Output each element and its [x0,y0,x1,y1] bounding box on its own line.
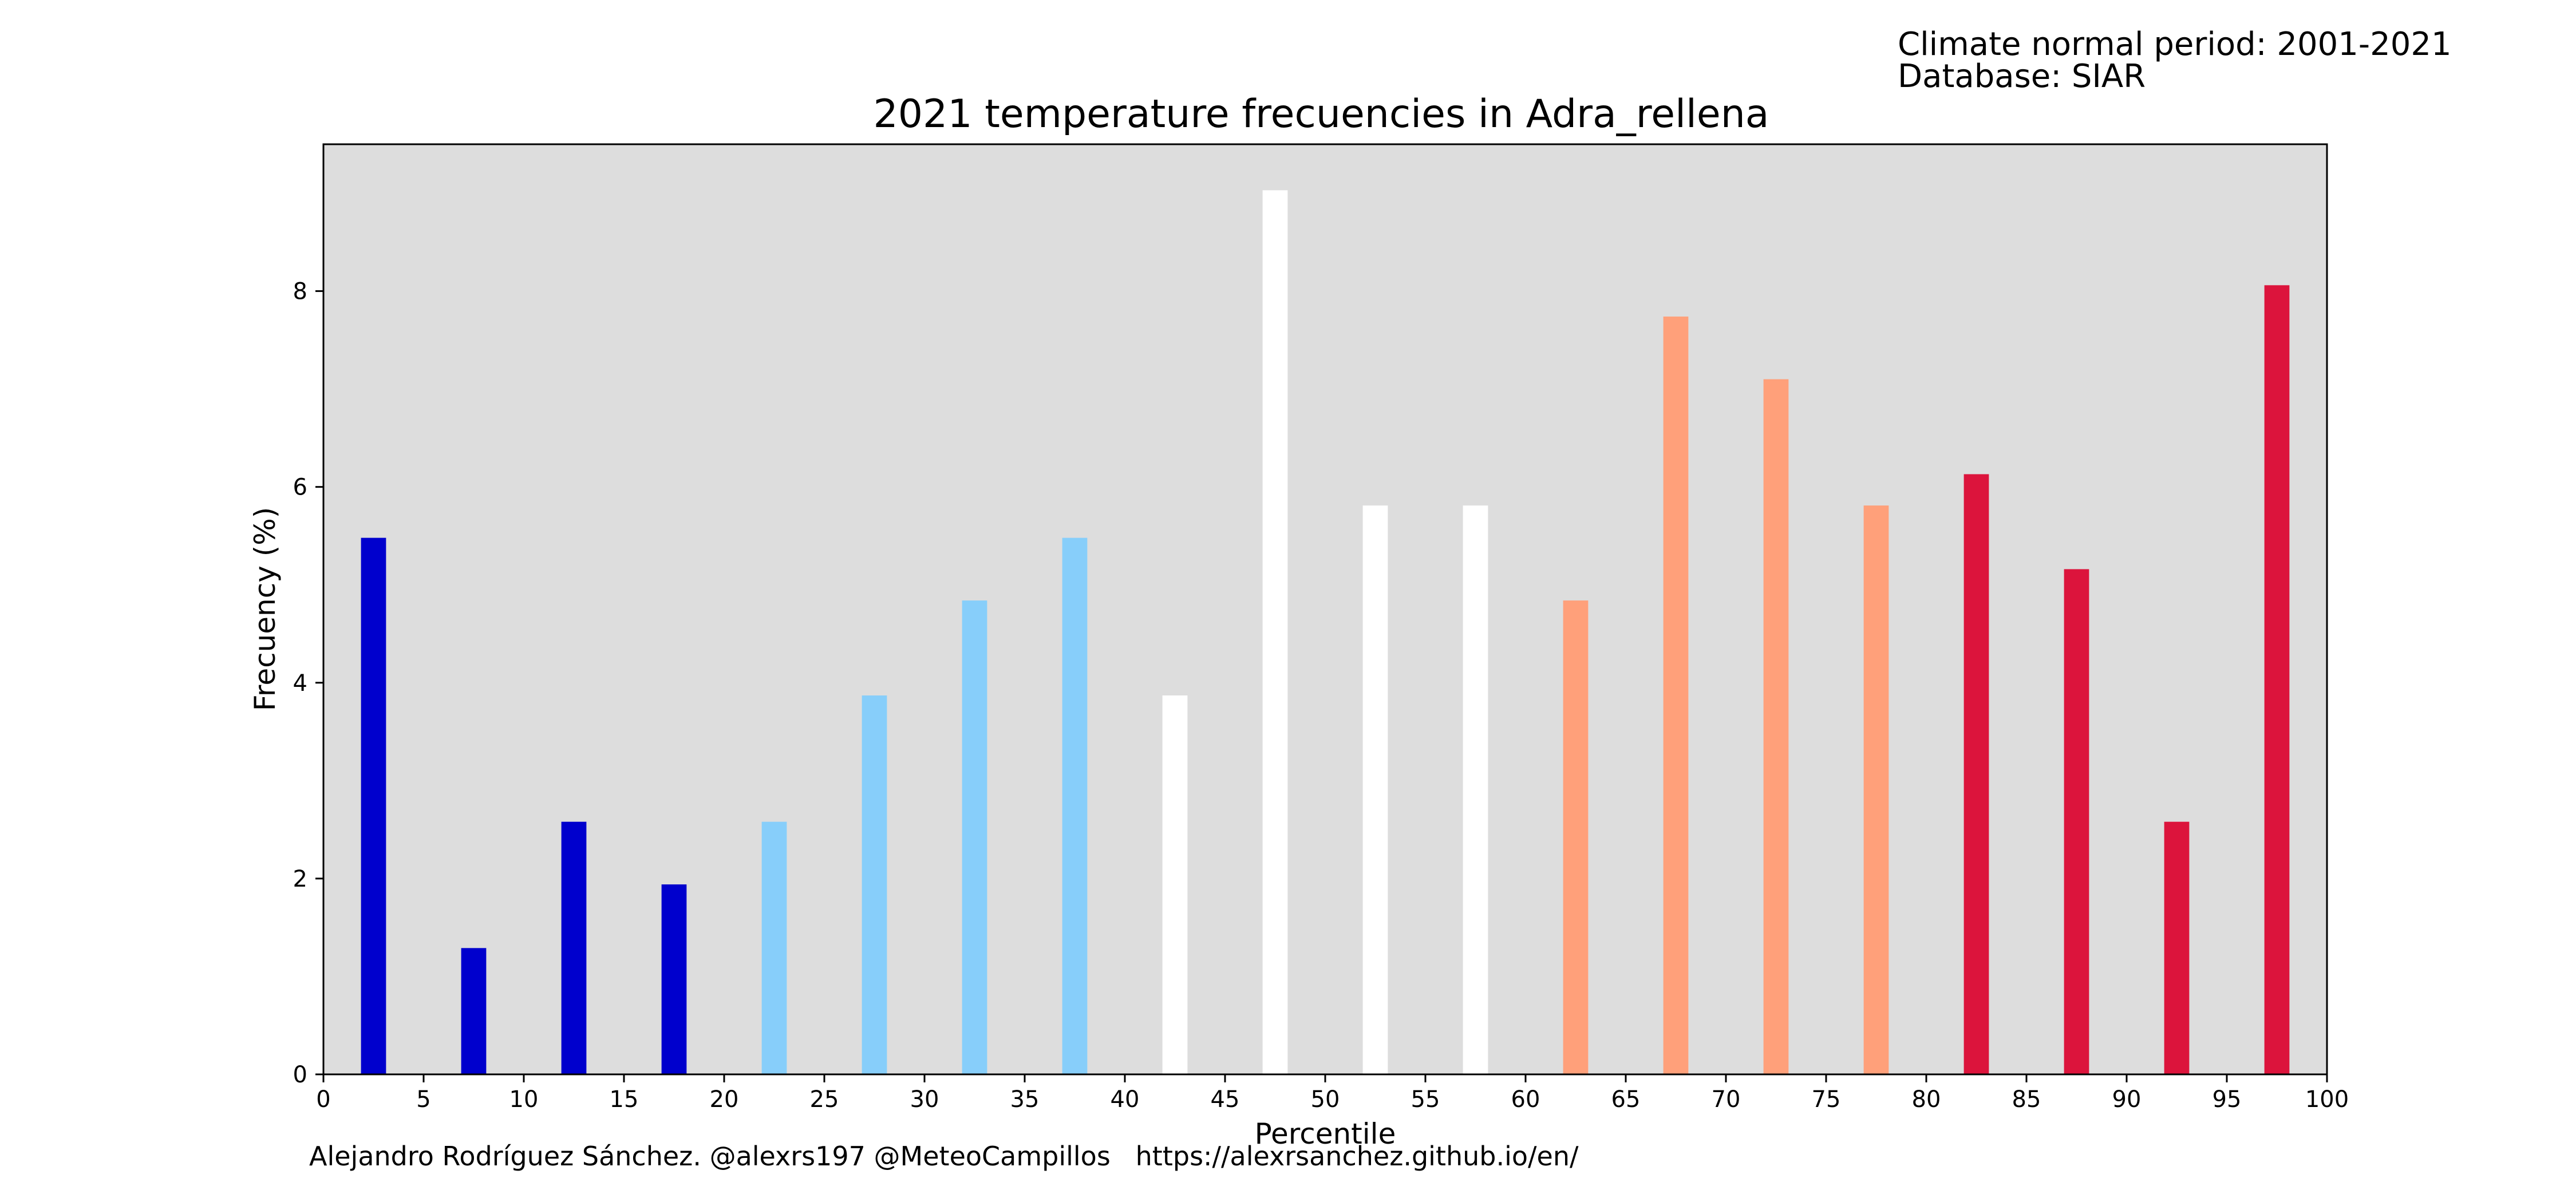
database-label: Database: SIAR [1898,58,2146,95]
bar-p92.5 [2164,821,2190,1074]
bar-p87.5 [2064,569,2089,1074]
bar-p2.5 [361,537,386,1074]
bar-p77.5 [1863,505,1889,1074]
x-tick-label: 10 [509,1086,539,1113]
x-tick-label: 65 [1611,1086,1641,1113]
x-tick-label: 0 [316,1086,330,1113]
x-tick-label: 100 [2305,1086,2349,1113]
bar-p97.5 [2264,285,2290,1074]
x-tick-label: 80 [1912,1086,1941,1113]
x-tick-label: 50 [1311,1086,1340,1113]
bars-group [361,190,2290,1074]
bar-p27.5 [862,695,887,1074]
bar-p82.5 [1963,474,1989,1074]
x-axis-label: Percentile [1255,1117,1396,1150]
x-tick-label: 55 [1411,1086,1440,1113]
bar-p42.5 [1162,695,1188,1074]
y-axis-label: Frecuency (%) [248,507,282,711]
x-tick-label: 95 [2212,1086,2242,1113]
x-tick-label: 75 [1812,1086,1841,1113]
credits-footer: Alejandro Rodríguez Sánchez. @alexrs197 … [309,1141,1579,1172]
bar-p7.5 [461,948,487,1074]
plot-area [323,144,2327,1074]
x-tick-label: 25 [810,1086,839,1113]
y-axis: 0 2 4 6 8 [293,279,323,1088]
y-tick-label: 2 [293,866,307,892]
climate-period-label: Climate normal period: 2001-2021 [1898,26,2452,63]
bar-p57.5 [1463,505,1488,1074]
x-tick-label: 20 [710,1086,739,1113]
bar-p52.5 [1362,505,1388,1074]
x-tick-label: 70 [1712,1086,1741,1113]
bar-p12.5 [561,821,587,1074]
x-tick-label: 85 [2012,1086,2041,1113]
y-tick-label: 6 [293,475,307,501]
x-tick-label: 40 [1111,1086,1140,1113]
x-axis: 0 5 10 15 20 25 30 35 40 45 50 55 60 65 70 75 80 85 90 95 10… [316,1074,2349,1113]
x-tick-label: 45 [1211,1086,1240,1113]
x-tick-label: 5 [416,1086,430,1113]
bar-p22.5 [761,821,787,1074]
chart-title: 2021 temperature frecuencies in Adra_rel… [874,92,1769,137]
x-tick-label: 90 [2112,1086,2142,1113]
x-tick-label: 60 [1511,1086,1540,1113]
y-tick-label: 0 [293,1062,307,1088]
bar-p67.5 [1663,317,1689,1074]
y-tick-label: 8 [293,279,307,305]
x-tick-label: 30 [910,1086,939,1113]
bar-p62.5 [1563,600,1589,1074]
bar-p32.5 [962,600,987,1074]
bar-p17.5 [661,884,687,1074]
y-tick-label: 4 [293,670,307,697]
bar-p47.5 [1262,190,1288,1074]
x-tick-label: 15 [610,1086,639,1113]
x-tick-label: 35 [1010,1086,1040,1113]
bar-p72.5 [1763,379,1789,1074]
bar-p37.5 [1062,537,1088,1074]
